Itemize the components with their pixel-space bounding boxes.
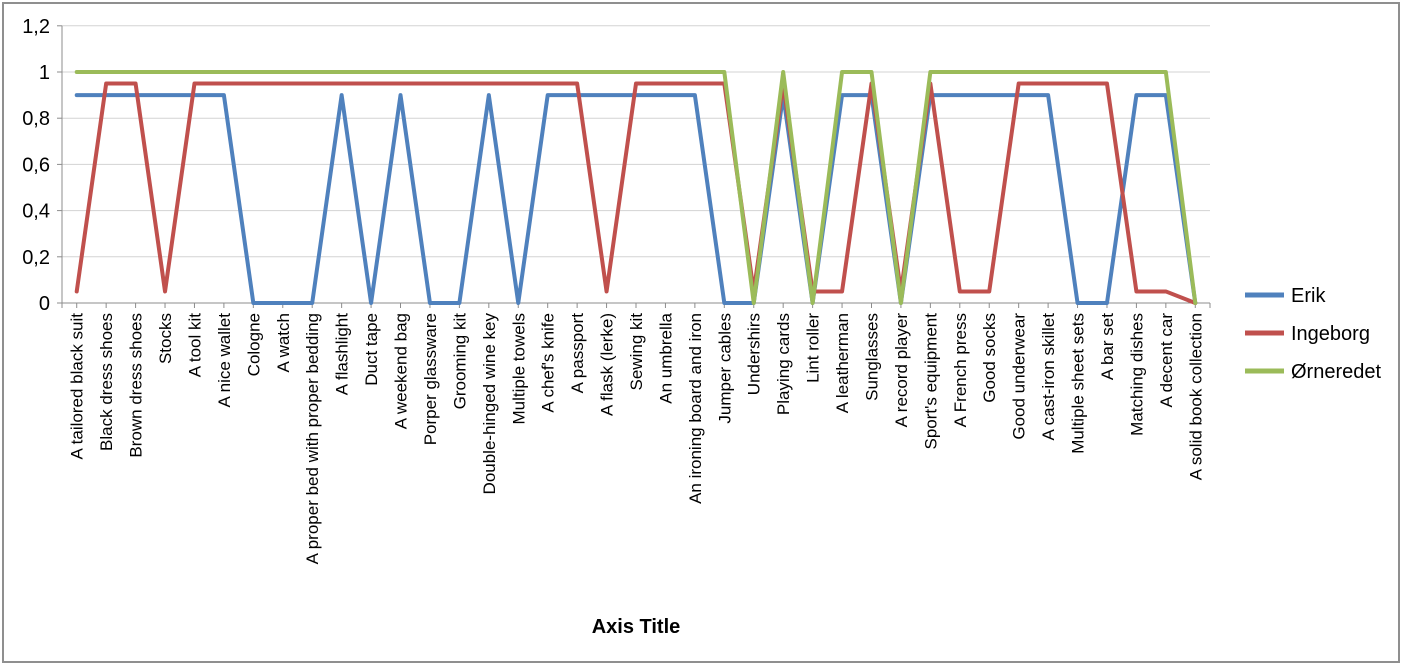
category-label: Grooming kit [450,313,469,410]
y-tick-label: 1 [39,62,50,84]
line-chart[interactable]: 0 0,2 0,4 0,6 0,8 1 1,2 A tailored black suit Bl… [4,4,1402,665]
category-label: Brown dress shoes [127,313,146,458]
category-label: A proper bed with proper bedding [303,313,322,564]
category-label: Lint roller [804,313,823,383]
category-label: A solid book collection [1186,313,1205,480]
y-tick-label: 0,4 [22,201,50,223]
category-label: A cast-iron skillet [1039,313,1058,441]
y-tick-label: 0,2 [22,247,50,269]
y-tick-label: 0,8 [22,108,50,130]
category-label: Black dress shoes [97,313,116,451]
legend-item-ingeborg[interactable]: Ingeborg [1245,323,1370,345]
category-label: A flask (lerke) [598,313,617,416]
category-label: A bar set [1098,313,1117,380]
category-label: Sport's equipment [921,313,940,450]
category-label: A French press [951,313,970,427]
legend-label: Erik [1291,285,1326,307]
category-label: A watch [274,313,293,373]
category-label: Multiple towels [509,313,528,425]
legend-label: Ørneredet [1291,361,1381,383]
series-line-erik[interactable] [74,93,1198,305]
category-label: Playing cards [774,313,793,415]
x-axis-title: Axis Title [592,616,681,638]
category-label: Porper glassware [421,313,440,445]
category-label: A passport [568,313,587,394]
category-label: A tool kit [185,313,204,378]
category-label: A record player [892,313,911,428]
category-label: Good underwear [1010,313,1029,440]
category-label: Double-hinged wine key [480,313,499,495]
series-line-ingeborg[interactable] [74,81,1198,305]
category-label: A flashlight [333,313,352,395]
category-label: A tailored black suit [68,313,87,460]
legend-item-erik[interactable]: Erik [1245,285,1326,307]
category-label: Sunglasses [862,313,881,401]
category-label: A weekend bag [392,313,411,429]
category-label: Jumper cables [715,313,734,424]
category-label: A chef's knife [539,313,558,413]
category-label: An umbrella [656,312,675,403]
category-label: Stocks [156,313,175,364]
category-label: Cologne [244,313,263,376]
category-label: Good socks [980,313,999,403]
legend-item-ørneredet[interactable]: Ørneredet [1245,361,1381,383]
y-tick-label: 0 [39,293,50,315]
category-label: Sewing kit [627,313,646,391]
series-line-ørneredet[interactable] [74,70,1198,305]
category-label: An ironing board and iron [686,313,705,504]
category-label: Matching dishes [1127,313,1146,436]
legend-label: Ingeborg [1291,323,1370,345]
category-label: Multiple sheet sets [1069,313,1088,454]
category-label: Duct tape [362,313,381,386]
y-tick-label: 0,6 [22,154,50,176]
category-label: Undershirs [745,313,764,395]
category-label: A leatherman [833,313,852,413]
category-label: A decent car [1157,313,1176,408]
y-tick-label: 1,2 [22,16,50,38]
category-label: A nice wallet [215,313,234,408]
